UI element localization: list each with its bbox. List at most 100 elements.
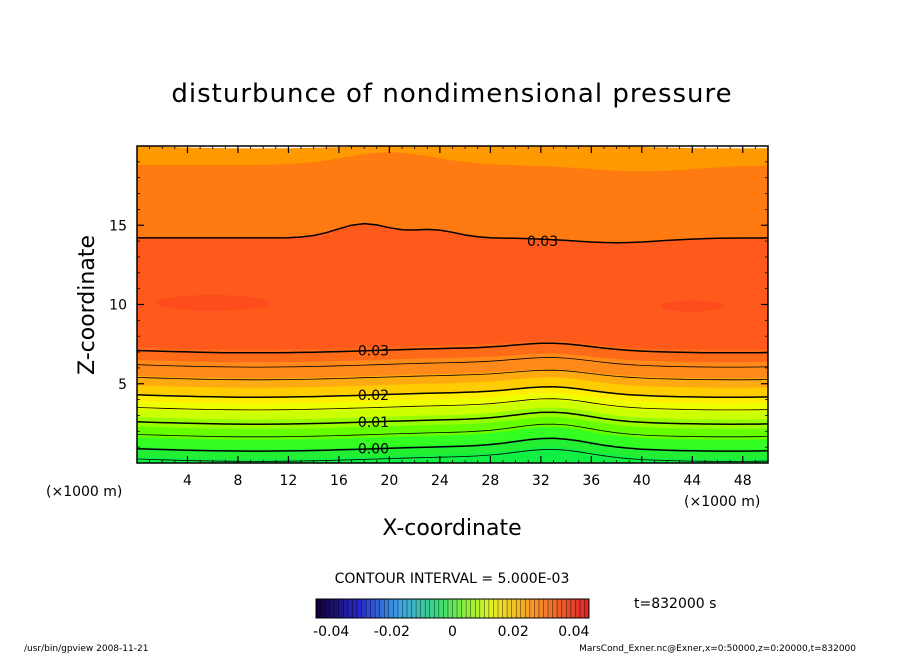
- colorbar-cell: [552, 599, 558, 618]
- x-tick-label: 36: [582, 473, 600, 489]
- footer-right: MarsCond_Exner.nc@Exner,x=0:50000,z=0:20…: [579, 644, 856, 654]
- contour-band: [137, 447, 768, 463]
- colorbar-cell: [466, 599, 471, 618]
- colorbar-cell: [352, 599, 358, 618]
- colorbar-frame: [315, 598, 590, 619]
- footer-left: /usr/bin/gpview 2008-11-21: [24, 644, 148, 654]
- colorbar-cell: [452, 599, 458, 618]
- contour-label: 0.01: [358, 415, 389, 431]
- colorbar-cell: [366, 599, 371, 618]
- x-tick-label: 28: [481, 473, 499, 489]
- colorbar-cell: [475, 599, 481, 618]
- colorbar-cell: [334, 599, 340, 618]
- time-text: t=832000 s: [634, 596, 716, 612]
- contour-line: [137, 369, 768, 381]
- colorbar-cell: [402, 599, 408, 618]
- colorbar-tick-label: -0.04: [313, 624, 349, 640]
- colorbar-cell: [320, 599, 326, 618]
- contour-interval-text: CONTOUR INTERVAL = 5.000E-03: [335, 571, 570, 587]
- x-tick-label: 24: [431, 473, 449, 489]
- colorbar-cell: [525, 599, 531, 618]
- contour-band: [155, 294, 270, 311]
- x-tick-label: 40: [633, 473, 651, 489]
- contour-line: [137, 448, 768, 462]
- colorbar-cell: [570, 599, 576, 618]
- x-tick-label: 32: [532, 473, 550, 489]
- colorbar-cell: [416, 599, 421, 618]
- colorbar-cell: [470, 599, 476, 618]
- contour-label: 0.02: [358, 388, 389, 404]
- colorbar-cell: [575, 599, 581, 618]
- x-unit-right: (×1000 m): [684, 494, 760, 510]
- colorbar-cell: [498, 599, 503, 618]
- colorbar: [315, 599, 590, 618]
- x-tick-label: 12: [280, 473, 298, 489]
- x-unit-left: (×1000 m): [46, 484, 122, 500]
- colorbar-cell: [425, 599, 431, 618]
- colorbar-cell: [479, 599, 485, 618]
- contour-line: [137, 411, 768, 425]
- contour-label: 0.00: [358, 442, 389, 458]
- colorbar-cell: [443, 599, 449, 618]
- colorbar-cell: [411, 599, 417, 618]
- colorbar-cell: [447, 599, 453, 618]
- colorbar-cell: [316, 599, 321, 618]
- colorbar-tick-label: -0.02: [374, 624, 410, 640]
- contour-line: [137, 386, 768, 398]
- colorbar-cell: [388, 599, 394, 618]
- contour-line: [137, 423, 768, 438]
- colorbar-cell: [516, 599, 522, 618]
- colorbar-cell: [579, 599, 585, 618]
- contour-line: [137, 342, 768, 354]
- colorbar-cell: [461, 599, 467, 618]
- colorbar-cell: [484, 599, 490, 618]
- contour-band: [660, 300, 724, 312]
- colorbar-cell: [534, 599, 540, 618]
- colorbar-tick-label: 0.04: [558, 624, 589, 640]
- colorbar-cell: [397, 599, 403, 618]
- colorbar-cell: [557, 599, 562, 618]
- colorbar-cell: [356, 599, 362, 618]
- colorbar-cell: [566, 599, 572, 618]
- colorbar-cell: [493, 599, 499, 618]
- y-axis-ticks: 5 10 15: [109, 161, 768, 448]
- colorbar-cell: [325, 599, 330, 618]
- colorbar-cell: [379, 599, 385, 618]
- colorbar-cell: [561, 599, 567, 618]
- colorbar-cell: [407, 599, 412, 618]
- colorbar-cell: [343, 599, 349, 618]
- colorbar-cell: [347, 599, 353, 618]
- x-tick-label: 48: [734, 473, 752, 489]
- colorbar-cell: [457, 599, 462, 618]
- contour-line: [137, 437, 768, 452]
- colorbar-cell: [434, 599, 440, 618]
- x-tick-label: 16: [330, 473, 348, 489]
- colorbar-cell: [384, 599, 390, 618]
- colorbar-cell: [520, 599, 526, 618]
- colorbar-cell: [393, 599, 399, 618]
- colorbar-cell: [548, 599, 553, 618]
- contour-lines: [137, 222, 768, 462]
- x-tick-label: 8: [233, 473, 242, 489]
- colorbar-cell: [438, 599, 444, 618]
- colorbar-cell: [511, 599, 517, 618]
- contour-line: [137, 357, 768, 368]
- colorbar-tick-labels: -0.04 -0.02 0 0.02 0.04: [313, 624, 589, 640]
- colorbar-cell: [375, 599, 380, 618]
- x-axis-title: X-coordinate: [382, 516, 521, 541]
- colorbar-cell: [429, 599, 435, 618]
- colorbar-cell: [538, 599, 544, 618]
- colorbar-cell: [507, 599, 512, 618]
- x-axis-ticks: 4 8 12 16 20 24 28 32 36 40 44 48: [149, 146, 756, 489]
- colorbar-cell: [361, 599, 367, 618]
- y-tick-label: 10: [109, 298, 127, 314]
- contour-label: 0.03: [358, 343, 389, 359]
- colorbar-cell: [420, 599, 426, 618]
- colorbar-cell: [529, 599, 535, 618]
- colorbar-cell: [488, 599, 494, 618]
- y-axis-title: Z-coordinate: [75, 235, 100, 375]
- colorbar-tick-label: 0.02: [498, 624, 529, 640]
- colorbar-cell: [543, 599, 549, 618]
- contour-line: [137, 222, 768, 244]
